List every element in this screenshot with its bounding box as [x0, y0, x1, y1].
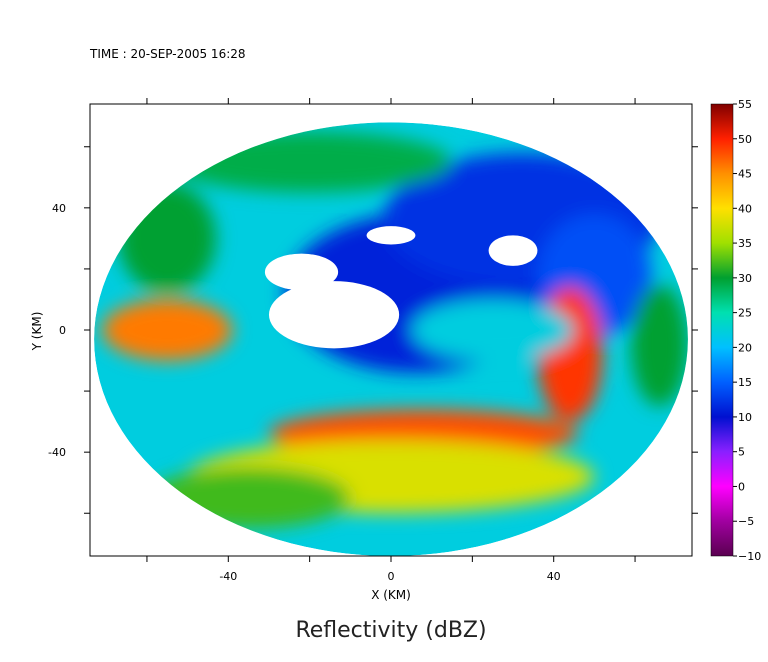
colorbar-tick-label: 20: [738, 341, 752, 354]
colorbar-tick-label: 35: [738, 237, 752, 250]
no-data-region: [264, 253, 339, 291]
y-tick-label: 40: [52, 202, 66, 215]
feature-spiral-cyan-edge: [411, 299, 575, 361]
colorbar-tick-label: 50: [738, 133, 752, 146]
feature-far-east-green: [630, 284, 688, 407]
colorbar-tick-label: 5: [738, 446, 745, 459]
time-label: TIME : 20-SEP-2005 16:28: [90, 47, 246, 61]
radar-field: [94, 122, 688, 556]
y-axis: 40 0 -40: [48, 146, 698, 514]
colorbar-tick-label: 15: [738, 376, 752, 389]
x-axis-label: X (KM): [371, 588, 411, 602]
x-tick-label: 0: [388, 570, 395, 583]
plot-area: [94, 122, 688, 556]
y-axis-label: Y (KM): [30, 312, 44, 352]
colorbar-tick-label: 40: [738, 202, 752, 215]
colorbar-tick-label: −5: [738, 515, 754, 528]
no-data-regions: [264, 226, 538, 349]
no-data-region: [268, 281, 400, 349]
no-data-region: [366, 226, 416, 245]
colorbar: [710, 103, 734, 557]
colorbar-tick-label: 0: [738, 480, 745, 493]
no-data-region: [488, 235, 538, 266]
colorbar-tick-label: 55: [738, 98, 752, 111]
colorbar-tick-label: 45: [738, 168, 752, 181]
colorbar-tick-label: 30: [738, 272, 752, 285]
x-tick-label: -40: [219, 570, 237, 583]
feature-main-rainband-west: [102, 299, 233, 361]
y-tick-label: 0: [59, 324, 66, 337]
chart-title: Reflectivity (dBZ): [295, 618, 486, 643]
colorbar-tick-label: −10: [738, 550, 761, 563]
colorbar-tick-label: 10: [738, 411, 752, 424]
x-axis: -40 0 40: [146, 98, 636, 583]
reflectivity-features: [102, 131, 688, 529]
y-tick-label: -40: [48, 446, 66, 459]
x-tick-label: 40: [547, 570, 561, 583]
colorbar-tick-label: 25: [738, 307, 752, 320]
